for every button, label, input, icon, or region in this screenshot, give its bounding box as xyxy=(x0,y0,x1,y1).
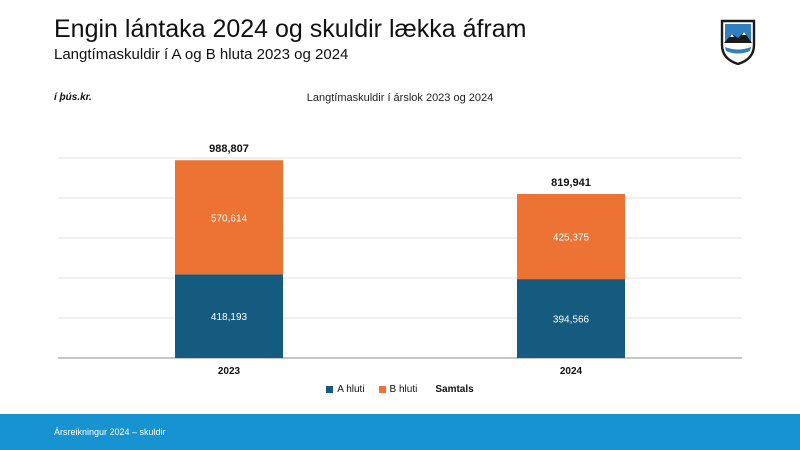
data-label-2024-series-1: 425,375 xyxy=(553,233,590,244)
footer-text: Ársreikningur 2024 – skuldir xyxy=(54,427,166,437)
coat-of-arms-shield-icon xyxy=(720,19,756,65)
bar-2024-series-1 xyxy=(517,194,625,280)
bar-2023-series-0 xyxy=(175,274,283,358)
x-tick-label-2024: 2024 xyxy=(560,366,583,377)
page-title: Engin lántaka 2024 og skuldir lækka áfra… xyxy=(54,15,527,43)
legend-item-samtals: Samtals xyxy=(431,384,473,395)
legend-swatch-a-hluti xyxy=(326,386,334,393)
page-subtitle: Langtímaskuldir í A og B hluta 2023 og 2… xyxy=(54,46,349,63)
chart-legend: A hluti B hluti Samtals xyxy=(0,384,800,395)
data-label-2023-series-0: 418,193 xyxy=(211,312,248,323)
legend-label-samtals: Samtals xyxy=(435,384,474,395)
data-label-2024-series-0: 394,566 xyxy=(553,315,590,326)
x-tick-label-2023: 2023 xyxy=(218,366,241,377)
total-label-2023: 988,807 xyxy=(209,143,249,155)
bar-2024-series-0 xyxy=(517,279,625,358)
unit-label: í þús.kr. xyxy=(54,92,92,103)
bar-2023-series-1 xyxy=(175,160,283,275)
legend-item-a-hluti: A hluti xyxy=(326,384,365,395)
legend-item-b-hluti: B hluti xyxy=(378,384,418,395)
legend-swatch-b-hluti xyxy=(378,386,386,393)
legend-label-a-hluti: A hluti xyxy=(337,384,365,395)
chart-title: Langtímaskuldir í árslok 2023 og 2024 xyxy=(306,92,494,104)
total-label-2024: 819,941 xyxy=(551,177,591,189)
legend-label-b-hluti: B hluti xyxy=(389,384,418,395)
data-label-2023-series-1: 570,614 xyxy=(211,213,248,224)
footer-bar: Ársreikningur 2024 – skuldir xyxy=(0,414,800,450)
